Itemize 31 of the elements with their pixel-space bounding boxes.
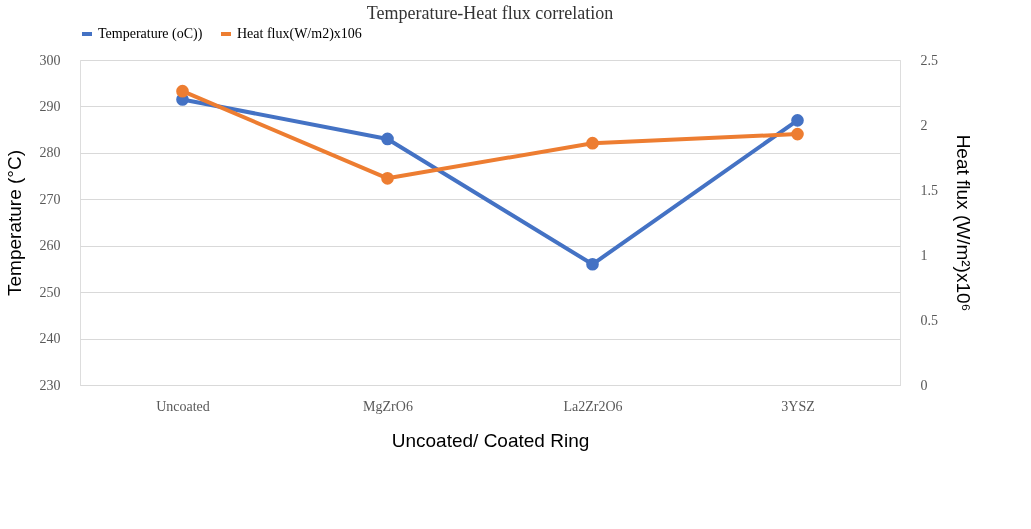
y-tick-label: 260 <box>39 238 61 254</box>
legend-label: Temperature (oC)) <box>98 26 203 42</box>
y2-tick-label: 1.5 <box>920 182 938 198</box>
y2-tick-label: 0.5 <box>920 312 938 328</box>
y2-axis-title: Heat flux (W/m²)x10⁶ <box>953 134 974 312</box>
point <box>586 257 599 271</box>
y-tick-label: 240 <box>39 331 61 347</box>
y2-tick-label: 2 <box>920 117 928 133</box>
y2-tick-label: 0 <box>920 377 928 393</box>
point <box>586 136 599 150</box>
x-tick-label: 3YSZ <box>781 398 815 414</box>
point <box>791 127 804 141</box>
y2-tick-label: 2.5 <box>920 52 938 68</box>
point <box>176 84 189 98</box>
x-tick-label: MgZrO6 <box>363 398 413 414</box>
point <box>791 114 804 127</box>
point <box>381 132 394 146</box>
y-tick-label: 290 <box>39 98 61 114</box>
y-tick-label: 280 <box>39 145 61 161</box>
y-tick-label: 250 <box>39 284 61 300</box>
y-tick-label: 270 <box>39 191 61 207</box>
x-tick-label: La2Zr2O6 <box>563 398 623 414</box>
y-axis-title: Temperature (°C) <box>3 150 25 296</box>
y-tick-label: 230 <box>39 377 61 393</box>
x-axis-title: Uncoated/ Coated Ring <box>391 429 590 451</box>
y2-tick-label: 1 <box>920 247 928 263</box>
legend-label: Heat flux(W/m2)x106 <box>237 26 362 42</box>
point <box>381 171 394 185</box>
chart-title: Temperature-Heat flux correlation <box>366 3 614 23</box>
x-tick-label: Uncoated <box>156 398 210 414</box>
y-tick-label: 300 <box>39 52 61 68</box>
